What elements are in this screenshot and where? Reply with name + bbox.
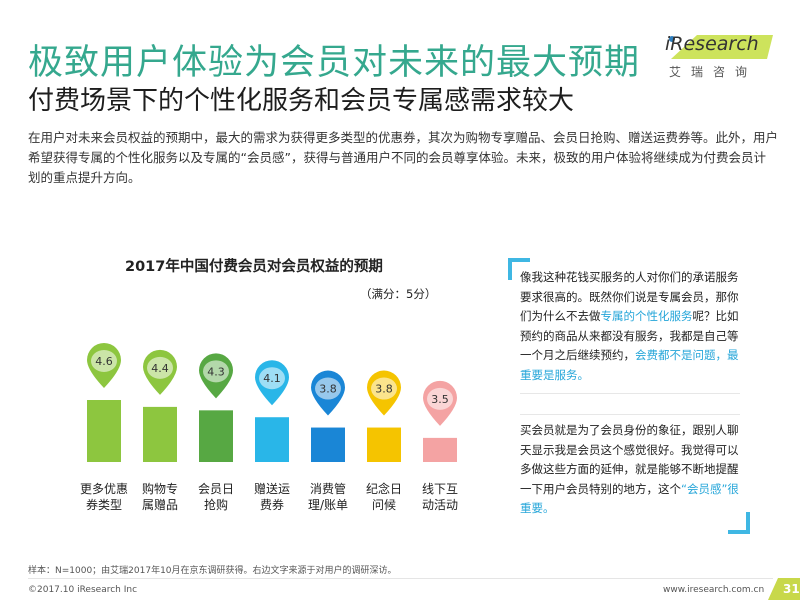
page-number: 31 bbox=[783, 582, 800, 596]
quote-service: 像我这种花钱买服务的人对你们的承诺服务要求很高的。既然你们说是专属会员，那你们为… bbox=[520, 268, 740, 394]
page-subtitle: 付费场景下的个性化服务和会员专属感需求较大 bbox=[28, 86, 575, 116]
bar-4 bbox=[255, 417, 289, 462]
interview-quotes: 像我这种花钱买服务的人对你们的承诺服务要求很高的。既然你们说是专属会员，那你们为… bbox=[508, 258, 750, 534]
corner-bracket-icon bbox=[728, 512, 750, 534]
corner-bracket-icon bbox=[508, 258, 530, 280]
pin-inner-2 bbox=[147, 356, 173, 379]
value-label-7: 3.5 bbox=[431, 393, 449, 406]
category-label-7: 线下互 bbox=[422, 482, 458, 496]
website-link[interactable]: www.iresearch.com.cn bbox=[663, 585, 765, 595]
category-label-5: 消费管 bbox=[310, 481, 346, 496]
chart-title: 2017年中国付费会员对会员权益的预期 bbox=[125, 259, 383, 275]
category-label-2: 购物专 bbox=[142, 481, 178, 496]
value-label-3: 4.3 bbox=[207, 365, 225, 378]
page-badge-shape bbox=[768, 578, 800, 600]
pin-inner-3 bbox=[203, 360, 229, 383]
category-label-7: 动活动 bbox=[422, 498, 458, 512]
bar-5 bbox=[311, 427, 345, 462]
value-label-4: 4.1 bbox=[263, 372, 281, 385]
quote-highlight: 专属的个性化服务 bbox=[600, 309, 693, 323]
category-label-5: 理/账单 bbox=[308, 498, 348, 512]
value-label-6: 3.8 bbox=[375, 383, 393, 396]
page-title: 极致用户体验为会员对未来的最大预期 bbox=[28, 43, 641, 83]
logo-swoosh-icon bbox=[669, 35, 773, 59]
value-label-5: 3.8 bbox=[319, 383, 337, 396]
copyright: ©2017.10 iResearch Inc bbox=[28, 585, 138, 595]
footnote: 样本：N=1000；由艾瑞2017年10月在京东调研获得。右边文字来源于对用户的… bbox=[28, 566, 397, 576]
pin-inner-6 bbox=[371, 377, 397, 400]
value-label-2: 4.4 bbox=[151, 362, 169, 375]
category-label-1: 券类型 bbox=[86, 497, 122, 512]
category-label-6: 问候 bbox=[372, 498, 396, 512]
category-label-2: 属赠品 bbox=[142, 498, 178, 512]
logo-cn-name: 艾瑞咨询 bbox=[669, 65, 758, 79]
bar-7 bbox=[423, 437, 457, 462]
quote-membership-feeling: 买会员就是为了会员身份的象征，跟别人聊天显示我是会员这个感觉很好。我觉得可以多做… bbox=[520, 414, 740, 519]
logo-brand: iResearch bbox=[665, 33, 759, 55]
pin-inner-5 bbox=[315, 377, 341, 400]
bar-3 bbox=[199, 410, 233, 462]
category-label-4: 赠送运 bbox=[254, 481, 290, 496]
pin-inner-4 bbox=[259, 367, 285, 390]
category-label-6: 纪念日 bbox=[366, 481, 402, 496]
intro-paragraph: 在用户对未来会员权益的预期中，最大的需求为获得更多类型的优惠券，其次为购物专享赠… bbox=[28, 130, 779, 185]
pin-inner-1 bbox=[91, 350, 117, 372]
category-label-1: 更多优惠 bbox=[80, 482, 128, 496]
iresearch-logo: iResearch 艾瑞咨询 bbox=[665, 33, 775, 83]
quote-highlight: “会员感”很重要。 bbox=[520, 481, 739, 516]
footer-divider bbox=[28, 578, 773, 579]
chart-unit-note: （满分：5分） bbox=[360, 287, 437, 301]
bar-2 bbox=[143, 406, 177, 462]
category-label-3: 会员日 bbox=[198, 482, 234, 496]
bar-6 bbox=[367, 427, 401, 462]
category-label-3: 抢购 bbox=[204, 497, 228, 512]
value-label-1: 4.6 bbox=[95, 355, 113, 368]
bar-1 bbox=[87, 400, 121, 462]
pin-inner-7 bbox=[427, 387, 453, 410]
category-label-4: 费券 bbox=[260, 497, 284, 512]
quote-highlight: 会费都不是问题，最重要是服务。 bbox=[520, 348, 739, 382]
